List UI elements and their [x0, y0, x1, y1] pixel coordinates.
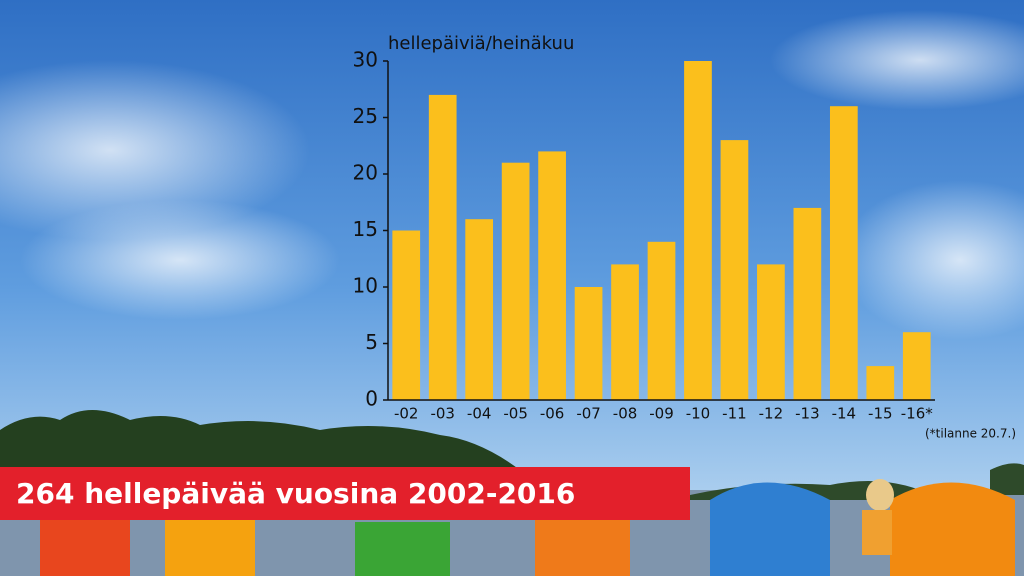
bar: [392, 230, 421, 400]
bar: [611, 264, 639, 400]
y-tick-label: 15: [353, 217, 378, 241]
y-tick-label: 30: [353, 48, 378, 72]
bar: [647, 241, 676, 400]
x-tick-label: -04: [467, 405, 492, 423]
bar: [829, 106, 858, 400]
x-tick-label: -16*: [901, 405, 933, 423]
x-tick-label: -10: [686, 405, 711, 423]
x-tick-label: -11: [722, 405, 747, 423]
note: (*tilanne 20.7.): [925, 427, 1016, 441]
x-tick-label: -02: [394, 405, 419, 423]
y-tick-label: 5: [365, 330, 378, 354]
x-tick-label: -07: [576, 405, 601, 423]
y-tick-label: 25: [353, 104, 378, 128]
x-tick-label: -09: [649, 405, 674, 423]
y-tick-label: 20: [353, 161, 378, 185]
bar: [538, 151, 566, 400]
x-tick-label: -05: [503, 405, 528, 423]
bar: [902, 332, 931, 400]
bar: [720, 140, 749, 400]
banner-box: [0, 467, 690, 520]
x-tick-label: -06: [540, 405, 565, 423]
x-tick-label: -14: [832, 405, 857, 423]
banner-text: 264 hellepäivää vuosina 2002-2016: [16, 477, 575, 510]
bar: [866, 366, 895, 400]
bar: [501, 162, 530, 400]
x-tick-label: -08: [613, 405, 638, 423]
x-tick-label: -03: [430, 405, 455, 423]
x-tick-label: -13: [795, 405, 820, 423]
x-tick-label: -12: [759, 405, 784, 423]
bar: [428, 94, 457, 401]
x-tick-label: -15: [868, 405, 893, 423]
y-tick-label: 10: [353, 274, 378, 298]
bar: [757, 264, 785, 400]
bar: [793, 207, 822, 400]
bar: [684, 61, 712, 400]
bar: [465, 219, 494, 400]
bar: [574, 287, 603, 400]
y-axis-label: hellepäiviä/heinäkuu: [388, 33, 574, 54]
y-tick-label: 0: [365, 387, 378, 411]
